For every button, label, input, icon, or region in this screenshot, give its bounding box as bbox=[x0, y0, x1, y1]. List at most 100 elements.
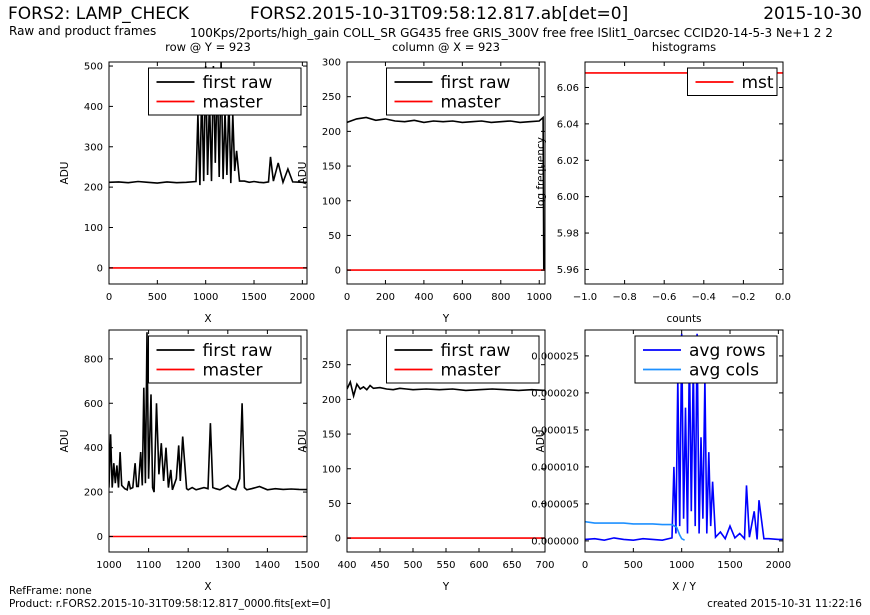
legend-box bbox=[148, 335, 302, 384]
legend-entry: first raw bbox=[203, 73, 273, 93]
series-line-first-raw bbox=[347, 115, 545, 271]
y-tick-label: 300 bbox=[84, 142, 103, 153]
created-label: created 2015-10-31 11:22:16 bbox=[707, 598, 862, 610]
y-tick-label: 200 bbox=[84, 488, 103, 499]
plot-frame bbox=[108, 329, 308, 553]
x-tick-label: −0.4 bbox=[692, 292, 716, 303]
x-tick-label: −1.0 bbox=[573, 292, 597, 303]
plot-frame bbox=[584, 329, 784, 553]
y-tick-label: 6.04 bbox=[557, 119, 579, 130]
page-title: FORS2: LAMP_CHECK bbox=[8, 4, 190, 24]
legend-box bbox=[634, 335, 778, 384]
x-axis-label: X bbox=[204, 581, 211, 593]
y-tick-label: 6.00 bbox=[557, 192, 579, 203]
x-tick-label: 1200 bbox=[175, 560, 200, 571]
x-tick-label: 0 bbox=[344, 292, 350, 303]
x-tick-label: 500 bbox=[148, 292, 167, 303]
frame-setup: 100Kps/2ports/high_gain COLL_SR GG435 fr… bbox=[190, 26, 833, 40]
legend-entry: first raw bbox=[203, 341, 273, 361]
y-tick-label: 5.96 bbox=[557, 265, 579, 276]
y-tick-label: 200 bbox=[322, 127, 341, 138]
x-tick-label: 2000 bbox=[290, 292, 315, 303]
plot-frame bbox=[108, 61, 308, 285]
x-tick-label: 1300 bbox=[215, 560, 240, 571]
x-tick-label: 400 bbox=[414, 292, 433, 303]
series-line-first-raw bbox=[347, 379, 545, 400]
legend-entry: avg cols bbox=[689, 361, 759, 381]
frame-title: FORS2.2015-10-31T09:58:12.817.ab[det=0] bbox=[250, 4, 629, 24]
x-tick-label: 600 bbox=[453, 292, 472, 303]
row-zoom-plot: 1000 1100 1200 1300 1400 1500 0 200 400 600 800 X AD… bbox=[59, 329, 320, 593]
plot-title: column @ X = 923 bbox=[392, 40, 500, 54]
x-tick-label: 700 bbox=[535, 560, 554, 571]
x-tick-label: 800 bbox=[491, 292, 510, 303]
legend-box bbox=[148, 67, 302, 116]
y-tick-label: 0.000000 bbox=[531, 536, 579, 547]
x-tick-label: −0.8 bbox=[612, 292, 636, 303]
x-tick-label: 1000 bbox=[669, 560, 694, 571]
column-plot: 0 200 400 600 800 1000 0 50 100 150 200 250 300 colum… bbox=[297, 40, 552, 325]
legend-entry: mst bbox=[742, 73, 774, 93]
x-tick-label: 200 bbox=[376, 292, 395, 303]
x-tick-label: 0.0 bbox=[775, 292, 791, 303]
x-axis-label: X bbox=[204, 313, 211, 325]
legend-box bbox=[386, 335, 540, 384]
y-tick-label: 150 bbox=[322, 430, 341, 441]
x-tick-label: 0 bbox=[106, 292, 112, 303]
y-tick-label: 0.000010 bbox=[531, 462, 579, 473]
y-tick-label: 0 bbox=[97, 263, 103, 274]
y-axis-label: ADU bbox=[535, 430, 547, 453]
x-tick-label: 2000 bbox=[766, 560, 791, 571]
y-tick-label: 0.000005 bbox=[531, 499, 579, 510]
histogram-plot: −1.0 −0.8 −0.6 −0.4 −0.2 0.0 5.96 5.98 6.00 6.02 6… bbox=[535, 40, 791, 325]
plot-title: histograms bbox=[652, 40, 716, 54]
x-axis-label: counts bbox=[666, 313, 701, 325]
y-tick-label: 400 bbox=[84, 102, 103, 113]
y-axis-label: ADU bbox=[59, 162, 71, 185]
product-label: Product: r.FORS2.2015-10-31T09:58:12.817… bbox=[9, 598, 331, 610]
row-plot: 0 500 1000 1500 2000 0 100 200 300 400 500 row @ Y … bbox=[59, 40, 315, 325]
x-tick-label: −0.2 bbox=[731, 292, 755, 303]
y-axis-label: ADU bbox=[297, 162, 309, 185]
x-tick-label: 1500 bbox=[717, 560, 742, 571]
legend-entry: first raw bbox=[441, 73, 511, 93]
legend-entry: master bbox=[441, 361, 501, 381]
x-tick-label: 1500 bbox=[241, 292, 266, 303]
x-tick-label: 1000 bbox=[96, 560, 121, 571]
series-line-first-raw bbox=[109, 62, 307, 186]
x-tick-label: 600 bbox=[469, 560, 488, 571]
y-tick-label: 100 bbox=[322, 464, 341, 475]
series-line-first-raw bbox=[109, 332, 307, 493]
legend-entry: master bbox=[203, 93, 263, 113]
legend-entry: first raw bbox=[441, 341, 511, 361]
y-tick-label: 500 bbox=[84, 62, 103, 73]
y-tick-label: 250 bbox=[322, 92, 341, 103]
y-tick-label: 250 bbox=[322, 360, 341, 371]
legend-entry: master bbox=[441, 93, 501, 113]
x-tick-label: 0 bbox=[582, 560, 588, 571]
y-tick-label: 50 bbox=[328, 231, 341, 242]
x-tick-label: 1000 bbox=[193, 292, 218, 303]
x-tick-label: 450 bbox=[370, 560, 389, 571]
x-axis-label: X / Y bbox=[672, 581, 696, 593]
y-tick-label: 0.000020 bbox=[531, 388, 579, 399]
y-tick-label: 150 bbox=[322, 162, 341, 173]
y-tick-label: 0 bbox=[97, 532, 103, 543]
avg-plot: 0 500 1000 1500 2000 0.000000 0.000005 0.000010… bbox=[531, 329, 791, 593]
refframe-label: RefFrame: none bbox=[9, 585, 92, 597]
y-tick-label: 100 bbox=[84, 223, 103, 234]
legend-entry: avg rows bbox=[689, 341, 766, 361]
x-tick-label: 500 bbox=[403, 560, 422, 571]
plot-frame bbox=[346, 61, 546, 285]
y-tick-label: 5.98 bbox=[557, 229, 579, 240]
page-subtitle: Raw and product frames bbox=[9, 24, 157, 38]
legend-entry: master bbox=[203, 361, 263, 381]
x-tick-label: −0.6 bbox=[652, 292, 676, 303]
x-axis-label: Y bbox=[442, 313, 450, 325]
y-axis-label: log frequency bbox=[535, 137, 547, 209]
y-tick-label: 0 bbox=[335, 266, 341, 277]
